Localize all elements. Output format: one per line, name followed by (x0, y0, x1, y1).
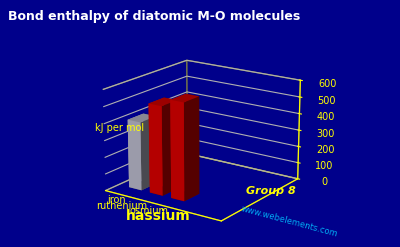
Text: www.webelements.com: www.webelements.com (240, 205, 339, 239)
Text: Bond enthalpy of diatomic M-O molecules: Bond enthalpy of diatomic M-O molecules (8, 10, 300, 23)
